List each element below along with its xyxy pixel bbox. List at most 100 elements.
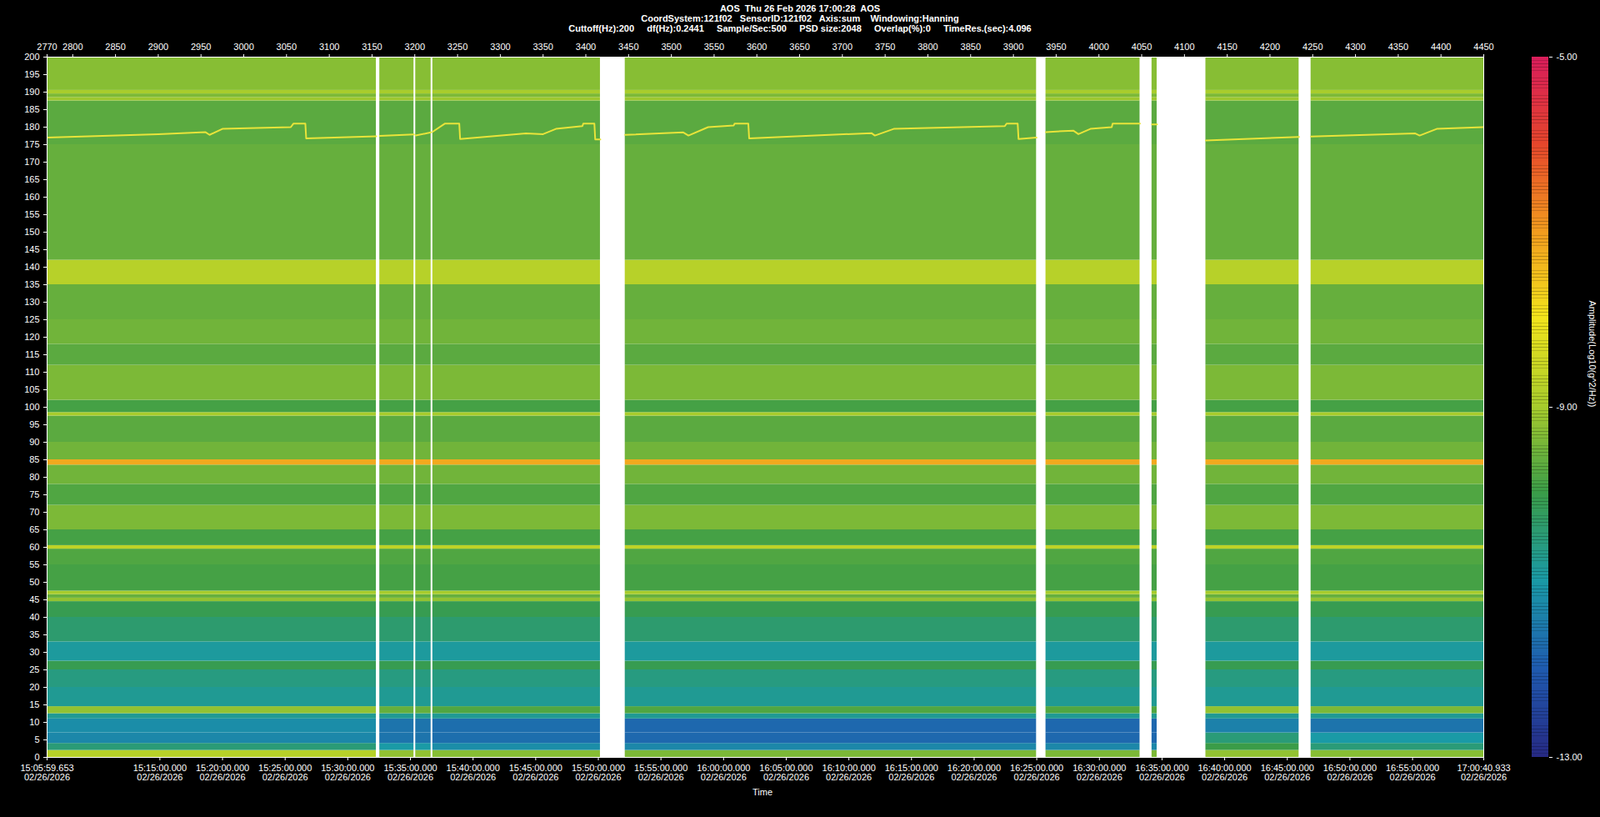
svg-text:3800: 3800: [917, 41, 938, 52]
svg-text:16:10:00.00002/26/2026: 16:10:00.00002/26/2026: [822, 762, 876, 782]
svg-text:4000: 4000: [1088, 41, 1109, 52]
svg-text:15:45:00.00002/26/2026: 15:45:00.00002/26/2026: [509, 762, 563, 782]
svg-text:16:25:00.00002/26/2026: 16:25:00.00002/26/2026: [1010, 762, 1064, 782]
svg-text:70: 70: [29, 506, 40, 517]
svg-text:3550: 3550: [704, 41, 725, 52]
svg-text:15:20:00.00002/26/2026: 15:20:00.00002/26/2026: [195, 762, 250, 782]
svg-text:185: 185: [24, 104, 40, 115]
svg-text:30: 30: [29, 646, 40, 657]
svg-text:2850: 2850: [105, 41, 125, 52]
svg-text:110: 110: [25, 366, 40, 377]
svg-text:20: 20: [29, 681, 40, 692]
svg-text:15:50:00.00002/26/2026: 15:50:00.00002/26/2026: [571, 762, 625, 782]
svg-text:4450: 4450: [1473, 41, 1494, 52]
svg-text:4400: 4400: [1430, 41, 1451, 52]
svg-text:16:50:00.00002/26/2026: 16:50:00.00002/26/2026: [1323, 762, 1377, 782]
svg-text:4200: 4200: [1260, 41, 1280, 52]
svg-text:3450: 3450: [618, 41, 639, 52]
svg-text:55: 55: [29, 559, 40, 570]
svg-text:3600: 3600: [746, 41, 767, 52]
svg-text:3000: 3000: [233, 41, 254, 52]
svg-text:17:00:40.93302/26/2026: 17:00:40.93302/26/2026: [1456, 762, 1510, 782]
svg-text:3500: 3500: [660, 41, 681, 52]
svg-text:4050: 4050: [1131, 41, 1152, 52]
svg-text:16:15:00.00002/26/2026: 16:15:00.00002/26/2026: [885, 762, 939, 782]
svg-text:-9.00: -9.00: [1556, 401, 1578, 412]
svg-text:150: 150: [24, 226, 40, 237]
svg-text:3750: 3750: [875, 41, 895, 52]
svg-text:15:55:00.00002/26/2026: 15:55:00.00002/26/2026: [634, 762, 688, 782]
svg-text:40: 40: [29, 611, 40, 622]
svg-text:100: 100: [24, 401, 40, 412]
svg-text:2900: 2900: [148, 41, 169, 52]
svg-text:2770: 2770: [36, 41, 57, 52]
svg-text:3700: 3700: [832, 41, 853, 52]
svg-text:45: 45: [29, 594, 40, 605]
svg-text:4300: 4300: [1345, 41, 1365, 52]
svg-text:2800: 2800: [62, 41, 83, 52]
svg-text:195: 195: [24, 69, 40, 80]
svg-text:160: 160: [24, 191, 40, 202]
svg-text:165: 165: [24, 174, 40, 185]
svg-text:105: 105: [24, 384, 40, 395]
svg-text:3350: 3350: [532, 41, 553, 52]
svg-text:16:40:00.00002/26/2026: 16:40:00.00002/26/2026: [1197, 762, 1251, 782]
svg-text:5: 5: [34, 734, 40, 745]
svg-text:3250: 3250: [447, 41, 468, 52]
svg-text:130: 130: [24, 296, 40, 307]
svg-text:3200: 3200: [405, 41, 425, 52]
svg-text:15:15:00.00002/26/2026: 15:15:00.00002/26/2026: [133, 762, 187, 782]
svg-text:16:05:00.00002/26/2026: 16:05:00.00002/26/2026: [759, 762, 813, 782]
svg-text:15:40:00.00002/26/2026: 15:40:00.00002/26/2026: [446, 762, 500, 782]
svg-text:75: 75: [29, 489, 40, 500]
svg-text:60: 60: [29, 541, 40, 552]
svg-text:190: 190: [24, 86, 40, 97]
svg-text:4250: 4250: [1302, 41, 1323, 52]
svg-text:4150: 4150: [1216, 41, 1237, 52]
svg-text:16:45:00.00002/26/2026: 16:45:00.00002/26/2026: [1260, 762, 1315, 782]
svg-text:125: 125: [24, 314, 40, 325]
svg-text:3950: 3950: [1045, 41, 1066, 52]
svg-text:50: 50: [29, 576, 40, 587]
svg-text:140: 140: [24, 261, 40, 272]
svg-text:25: 25: [29, 664, 40, 675]
svg-text:3650: 3650: [789, 41, 810, 52]
svg-text:15:05:59.65302/26/2026: 15:05:59.65302/26/2026: [20, 762, 74, 782]
svg-text:4100: 4100: [1174, 41, 1195, 52]
svg-text:2950: 2950: [190, 41, 211, 52]
svg-text:180: 180: [24, 121, 40, 132]
svg-text:15:30:00.00002/26/2026: 15:30:00.00002/26/2026: [320, 762, 375, 782]
svg-text:115: 115: [25, 349, 40, 360]
svg-text:175: 175: [24, 139, 40, 150]
svg-text:16:55:00.00002/26/2026: 16:55:00.00002/26/2026: [1385, 762, 1440, 782]
svg-text:200: 200: [24, 51, 40, 62]
svg-text:-13.00: -13.00: [1556, 751, 1583, 762]
svg-text:15:25:00.00002/26/2026: 15:25:00.00002/26/2026: [258, 762, 312, 782]
svg-text:3100: 3100: [319, 41, 340, 52]
svg-text:85: 85: [29, 454, 40, 465]
svg-text:35: 35: [29, 629, 40, 640]
svg-text:3050: 3050: [276, 41, 297, 52]
svg-text:0: 0: [34, 751, 40, 762]
svg-text:3150: 3150: [361, 41, 382, 52]
svg-text:-5.00: -5.00: [1556, 51, 1578, 62]
svg-text:15:35:00.00002/26/2026: 15:35:00.00002/26/2026: [383, 762, 437, 782]
svg-text:Amplitude(Log10(g^2/Hz)): Amplitude(Log10(g^2/Hz)): [1587, 300, 1598, 407]
svg-text:3850: 3850: [960, 41, 981, 52]
svg-text:16:35:00.00002/26/2026: 16:35:00.00002/26/2026: [1135, 762, 1189, 782]
svg-text:120: 120: [24, 331, 40, 342]
svg-text:3300: 3300: [490, 41, 510, 52]
svg-text:145: 145: [24, 244, 40, 255]
svg-text:90: 90: [29, 436, 40, 447]
svg-text:155: 155: [24, 209, 40, 220]
svg-text:16:20:00.00002/26/2026: 16:20:00.00002/26/2026: [947, 762, 1001, 782]
svg-text:3400: 3400: [575, 41, 596, 52]
svg-text:4350: 4350: [1388, 41, 1409, 52]
svg-text:16:30:00.00002/26/2026: 16:30:00.00002/26/2026: [1072, 762, 1126, 782]
svg-text:3900: 3900: [1003, 41, 1024, 52]
svg-text:95: 95: [29, 419, 40, 430]
svg-text:80: 80: [29, 471, 40, 482]
svg-text:10: 10: [29, 716, 40, 727]
svg-text:16:00:00.00002/26/2026: 16:00:00.00002/26/2026: [696, 762, 750, 782]
svg-text:65: 65: [29, 524, 40, 535]
